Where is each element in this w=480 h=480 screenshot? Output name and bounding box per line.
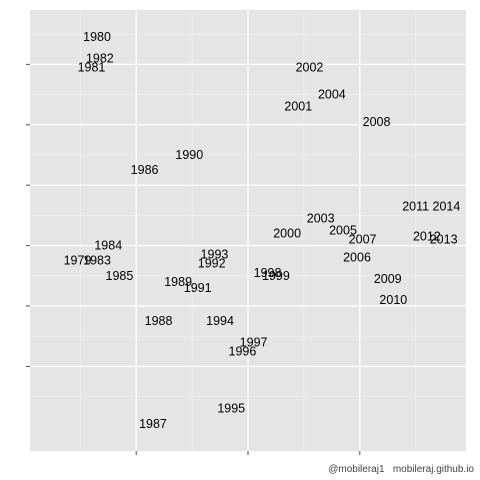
point-label: 1997 bbox=[240, 335, 268, 349]
point-label: 2009 bbox=[374, 272, 402, 286]
point-label: 1983 bbox=[83, 254, 111, 268]
point-label: 1982 bbox=[86, 51, 114, 65]
point-label: 1996 bbox=[229, 344, 257, 358]
point-label: 1981 bbox=[78, 60, 106, 74]
point-label: 1990 bbox=[175, 148, 203, 162]
point-labels: 1979198019811982198319841985198619871988… bbox=[64, 30, 461, 431]
point-label: 2011 bbox=[402, 199, 429, 213]
point-label: 1985 bbox=[106, 269, 134, 283]
point-label: 1988 bbox=[145, 314, 173, 328]
point-label: 2003 bbox=[307, 211, 335, 225]
point-label: 2005 bbox=[329, 224, 357, 238]
point-label: 1980 bbox=[83, 30, 111, 44]
point-label: 2006 bbox=[343, 251, 371, 265]
point-label: 1992 bbox=[198, 257, 226, 271]
point-label: 1993 bbox=[201, 248, 229, 262]
point-label: 2008 bbox=[363, 115, 391, 129]
point-label: 1984 bbox=[94, 239, 122, 253]
point-label: 1995 bbox=[217, 402, 245, 416]
point-label: 1999 bbox=[262, 269, 290, 283]
point-label: 1989 bbox=[164, 275, 192, 289]
point-label: 2001 bbox=[284, 100, 312, 114]
point-label: 2004 bbox=[318, 88, 346, 102]
point-label: 2000 bbox=[273, 227, 301, 241]
point-label: 2007 bbox=[349, 233, 377, 247]
point-label: 1979 bbox=[64, 254, 92, 268]
point-label: 2010 bbox=[379, 293, 407, 307]
point-label: 2002 bbox=[296, 60, 324, 74]
point-label: 2012 bbox=[413, 230, 441, 244]
point-label: 1987 bbox=[139, 417, 167, 431]
grid-major bbox=[30, 10, 466, 451]
point-label: 1991 bbox=[184, 281, 212, 295]
point-label: 1998 bbox=[254, 266, 282, 280]
watermark-caption: @mobileraj1 mobileraj.github.io bbox=[328, 464, 474, 475]
point-label: 1994 bbox=[206, 314, 234, 328]
point-label: 1986 bbox=[131, 163, 159, 177]
axis-ticks bbox=[26, 63, 361, 455]
point-label: 2014 bbox=[433, 199, 461, 213]
point-label: 2013 bbox=[430, 233, 458, 247]
